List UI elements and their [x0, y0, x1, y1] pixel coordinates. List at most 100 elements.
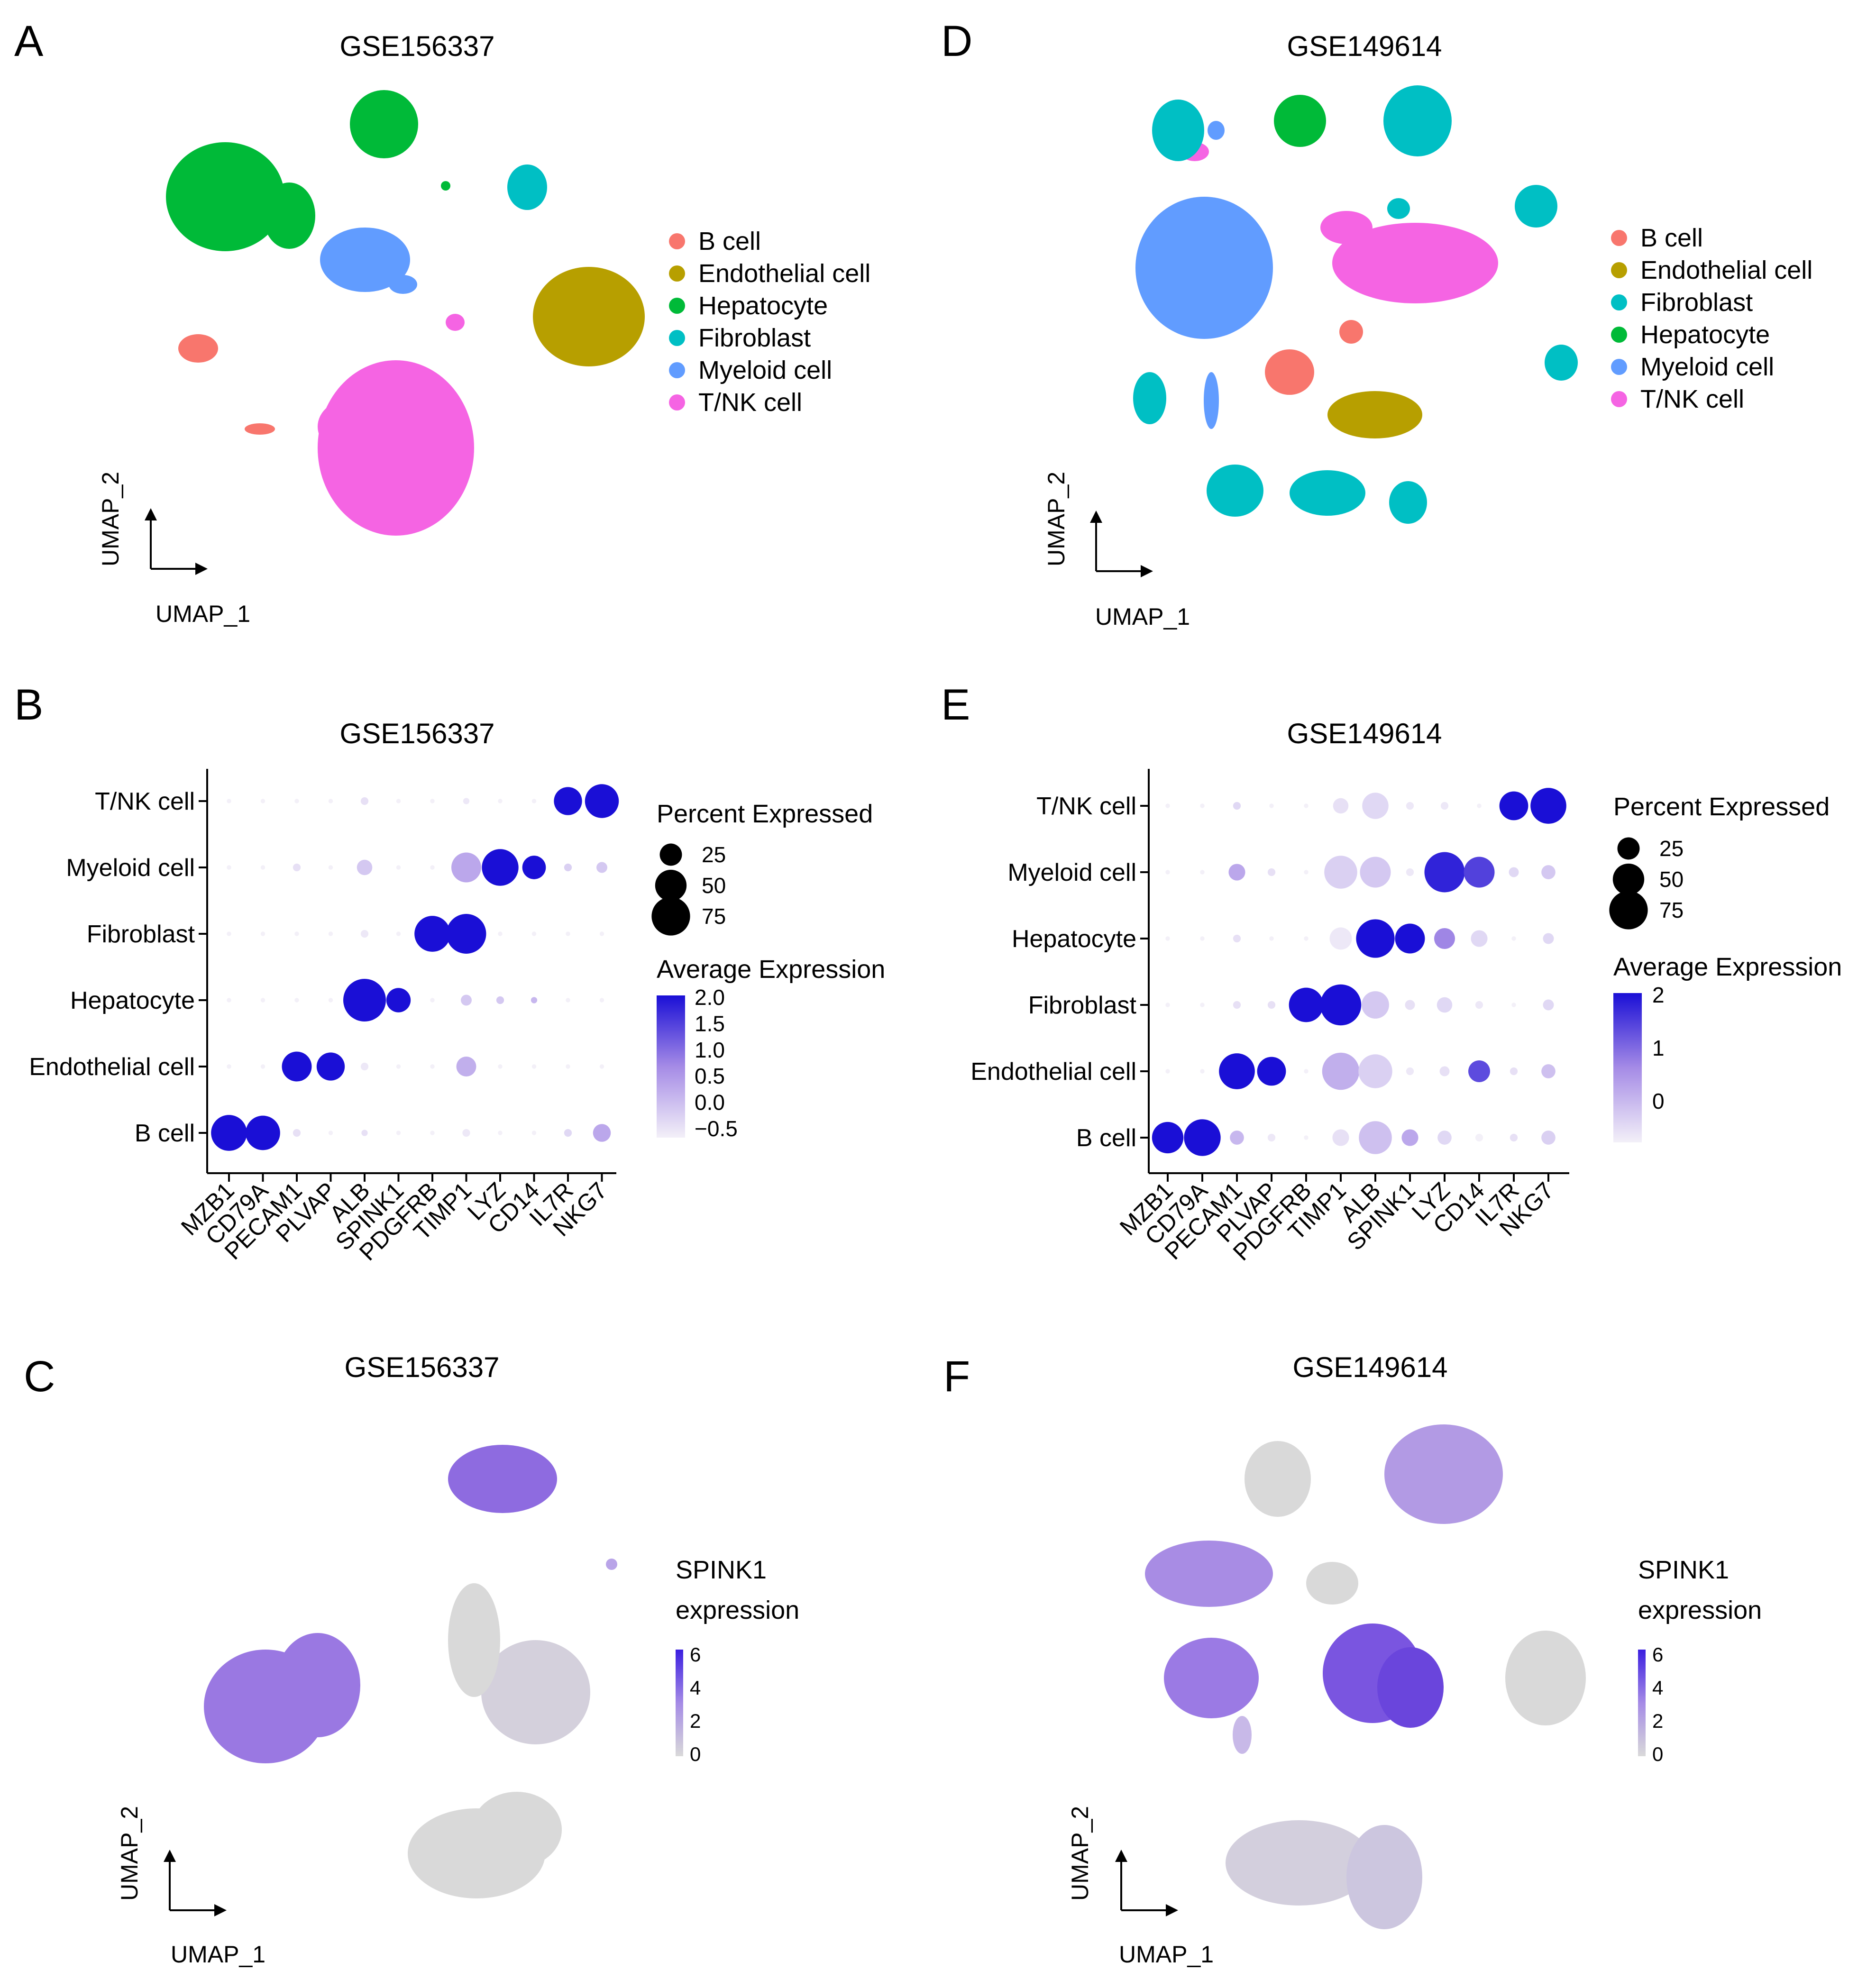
dot-hepatocyte-spink1: [1395, 923, 1425, 954]
cluster-hepatocyte: [166, 142, 284, 251]
legend-label-hepatocyte: Hepatocyte: [698, 292, 828, 320]
panel-e-title: GSE149614: [1287, 718, 1442, 749]
size-legend-label-75: 75: [702, 904, 726, 929]
dot-fibroblast-timp1: [1320, 984, 1362, 1026]
dot-t-nk-cell-il7r: [554, 787, 582, 815]
umap-x-label-a: UMAP_1: [156, 601, 250, 627]
feature-umap-f: [1145, 1424, 1586, 1929]
cluster-myeloid: [389, 275, 417, 294]
dot-myeloid-cell-timp1: [1324, 856, 1357, 889]
dot-myeloid-cell-nkg7: [596, 862, 607, 873]
cluster-myeloid: [1208, 121, 1225, 140]
dot-b-cell-cd14: [531, 1131, 537, 1135]
dot-t-nk-cell-pdgfrb: [1304, 803, 1309, 808]
dot-myeloid-cell-pdgfrb: [430, 865, 435, 870]
legend-swatch-b-cell: [1611, 230, 1627, 246]
colorbar-tick-label: 2: [690, 1710, 701, 1732]
dot-fibroblast-spink1: [1405, 1000, 1415, 1010]
dot-endothelial-cell-il7r: [1510, 1067, 1518, 1076]
size-legend-label-75: 75: [1659, 898, 1684, 922]
colorbar-ticks-b: 2.01.51.00.50.0−0.5: [695, 985, 738, 1141]
cluster-fibroblast: [1274, 95, 1326, 147]
dot-b-cell-spink1: [396, 1131, 401, 1135]
color-legend-title-b: Average Expression: [657, 955, 885, 984]
colorbar-tick-label: 4: [1652, 1677, 1663, 1699]
panel-label-f: F: [943, 1352, 970, 1401]
legend-swatch-hepatocyte: [1611, 327, 1627, 343]
cluster-fibroblast: [507, 164, 547, 210]
cluster-endothelial: [533, 267, 645, 366]
legend-swatch-endothelial-cell: [1611, 262, 1627, 278]
y-tick-label-endothelial-cell: Endothelial cell: [970, 1058, 1136, 1085]
colorbar-e: [1613, 993, 1642, 1142]
legend-label-b-cell: B cell: [1640, 224, 1703, 252]
cluster-t-nk: [446, 314, 465, 331]
dot-t-nk-cell-lyz: [1440, 802, 1449, 810]
dot-hepatocyte-mzb1: [1165, 936, 1170, 941]
colorbar-tick-label: 0: [1652, 1743, 1663, 1765]
feature-legend-subtitle-c: expression: [676, 1596, 799, 1624]
dot-endothelial-cell-pecam1: [1219, 1053, 1255, 1089]
colorbar-tick-label: 6: [1652, 1643, 1663, 1666]
cluster-hepatocyte: [1405, 495, 1420, 510]
dot-myeloid-cell-plvap: [328, 865, 333, 870]
dot-fibroblast-pdgfrb: [1289, 987, 1324, 1022]
dot-t-nk-cell-spink1: [396, 799, 401, 803]
legend-label-myeloid-cell: Myeloid cell: [1640, 353, 1774, 381]
size-legend-label-50: 50: [702, 873, 726, 898]
dot-fibroblast-il7r: [1511, 1003, 1516, 1007]
dot-myeloid-cell-il7r: [564, 863, 572, 872]
size-legend-e: 25 50 75: [1609, 836, 1684, 930]
dot-endothelial-cell-cd14: [1468, 1060, 1490, 1082]
umap-axes-f: UMAP_1 UMAP_2: [1067, 1806, 1214, 1968]
dot-endothelial-cell-lyz: [1439, 1066, 1450, 1076]
dot-endothelial-cell-timp1: [1322, 1052, 1360, 1090]
y-tick-label-myeloid-cell: Myeloid cell: [66, 854, 195, 882]
panel-d-title: GSE149614: [1287, 30, 1442, 62]
dot-hepatocyte-timp1: [461, 994, 472, 1006]
legend-swatch-t-nk-cell: [669, 394, 685, 410]
umap-y-label-d: UMAP_2: [1043, 472, 1070, 566]
cluster-hepatocyte: [1387, 198, 1410, 219]
dot-hepatocyte-cd79a: [1200, 936, 1205, 941]
dot-hepatocyte-cd14: [1471, 930, 1488, 947]
legend-label-hepatocyte: Hepatocyte: [1640, 320, 1770, 349]
feature-cluster-low: [1245, 1441, 1311, 1517]
dot-fibroblast-nkg7: [599, 931, 604, 936]
feature-cluster-high: [448, 1445, 557, 1513]
dot-b-cell-lyz: [498, 1131, 503, 1135]
cluster-hepatocyte: [263, 182, 315, 249]
y-tick-label-b-cell: B cell: [135, 1120, 195, 1147]
dot-myeloid-cell-mzb1: [227, 865, 231, 870]
cluster-b-cell: [178, 334, 218, 363]
panel-label-a: A: [14, 17, 44, 65]
dot-myeloid-cell-plvap: [1267, 868, 1276, 876]
cluster-b-cell: [245, 423, 275, 435]
legend-label-endothelial-cell: Endothelial cell: [698, 259, 870, 288]
colorbar-tick-label: −0.5: [695, 1116, 738, 1141]
y-tick-label-endothelial-cell: Endothelial cell: [29, 1053, 195, 1081]
dot-b-cell-mzb1: [1152, 1122, 1184, 1154]
dot-hepatocyte-plvap: [328, 998, 333, 1003]
y-tick-label-b-cell: B cell: [1076, 1124, 1136, 1152]
dot-hepatocyte-plvap: [1269, 936, 1274, 941]
legend-swatch-hepatocyte: [669, 298, 685, 314]
dot-b-cell-nkg7: [1541, 1131, 1556, 1145]
dot-myeloid-cell-cd79a: [1200, 870, 1205, 875]
legend-label-t-nk-cell: T/NK cell: [1640, 385, 1744, 413]
dot-hepatocyte-timp1: [1329, 927, 1352, 950]
feature-legend-title-f: SPINK1: [1638, 1556, 1729, 1584]
panel-label-b: B: [14, 681, 43, 729]
dot-hepatocyte-nkg7: [599, 998, 604, 1003]
size-legend-label-50: 50: [1659, 867, 1684, 892]
panel-a: A GSE156337 UMAP_1 UMAP_2 B cell Endothel…: [14, 17, 870, 627]
feature-colorbar-ticks-c: 6 4 2 0: [690, 1643, 701, 1765]
feature-cluster-low: [1505, 1631, 1586, 1725]
panel-b: B GSE156337 T/NK cell Myeloid cell Fibrobl…: [14, 681, 885, 1266]
umap-x-label-d: UMAP_1: [1095, 603, 1190, 630]
dot-fibroblast-il7r: [566, 931, 570, 936]
dot-endothelial-cell-plvap: [1257, 1057, 1286, 1086]
colorbar-tick-label: 1: [1652, 1036, 1665, 1060]
colorbar-tick-label: 2: [1652, 1710, 1663, 1732]
size-legend-dot-50: [655, 869, 687, 902]
